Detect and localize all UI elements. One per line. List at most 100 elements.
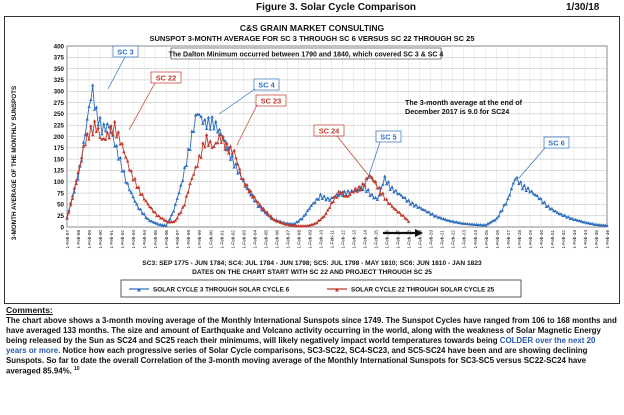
series-0-marker — [375, 197, 380, 202]
series-0-marker — [181, 179, 185, 183]
avg-callout-line1: The 3-month average at the end of — [405, 98, 523, 107]
y-tick-label: 275 — [54, 100, 65, 107]
x-tick-label: 1-Feb-16 — [385, 230, 390, 249]
series-0-marker — [417, 205, 422, 209]
series-1-marker — [331, 199, 336, 204]
series-1-marker — [361, 181, 365, 185]
series-1-marker — [241, 177, 246, 181]
arrow-sc4 — [218, 88, 256, 115]
series-1-marker — [111, 132, 115, 136]
series-0-marker — [495, 216, 499, 220]
x-tick-label: 1-Feb-17 — [396, 230, 401, 249]
series-1-marker — [359, 188, 363, 192]
series-1-marker — [199, 155, 203, 159]
series-0-marker — [169, 213, 174, 217]
y-tick-label: 0 — [61, 224, 65, 231]
series-0-marker — [340, 193, 345, 197]
series-0-marker — [366, 187, 370, 191]
series-0-marker — [234, 161, 238, 165]
series-0-marker — [570, 216, 574, 220]
series-1-marker — [392, 206, 396, 210]
series-1-marker — [280, 221, 284, 225]
x-tick-label: 1-Feb-29 — [528, 230, 533, 249]
series-0-marker — [451, 219, 455, 223]
y-tick-label: 25 — [57, 213, 64, 220]
arrow-sc22 — [128, 82, 156, 131]
legend-box — [120, 279, 522, 298]
series-1-marker — [76, 170, 80, 174]
x-tick-label: 1-Feb-22 — [451, 230, 456, 249]
x-tick-label: 1-Feb-30 — [539, 230, 544, 249]
x-tick-label: 1-Feb-06 — [274, 230, 279, 249]
series-0-marker — [309, 203, 313, 208]
comments-heading: Comments: — [6, 305, 53, 315]
series-0-marker — [203, 117, 207, 121]
x-tick-label: 1-Feb-94 — [142, 230, 147, 249]
series-0-marker — [296, 219, 301, 223]
series-1-marker — [204, 133, 209, 137]
x-axis-ticks: 1-Feb-87 1-Feb-88 1-Feb-89 1-Feb-90 1-Feb-91… — [65, 230, 610, 249]
series-0-marker — [116, 157, 121, 161]
series-1-marker — [197, 153, 201, 157]
series-1-marker — [232, 148, 236, 152]
label-box-sc4 — [253, 78, 280, 91]
series-1-marker — [329, 200, 334, 205]
series-1-marker — [338, 192, 343, 196]
series-1-marker — [259, 205, 264, 209]
series-0-marker — [430, 212, 435, 216]
series-1-marker — [107, 136, 111, 140]
series-0-marker — [518, 180, 523, 184]
series-1-marker — [147, 205, 152, 209]
series-0-marker — [541, 201, 545, 205]
series-0-marker — [103, 129, 108, 133]
series-0-marker — [364, 189, 369, 193]
series-1-marker — [195, 164, 200, 168]
x-tick-label: 1-Feb-97 — [175, 230, 180, 249]
series-1-marker — [373, 179, 378, 183]
series-0-marker — [384, 182, 389, 186]
series-1-marker — [252, 195, 257, 199]
series-1-marker — [406, 219, 411, 224]
series-1-marker — [254, 199, 258, 203]
x-tick-label: 1-Feb-92 — [120, 230, 125, 249]
series-1-marker — [133, 176, 137, 180]
series-0-marker — [206, 115, 211, 119]
series-1-marker — [327, 205, 332, 209]
series-1-marker — [322, 214, 326, 218]
label-box-sc24 — [313, 124, 345, 137]
series-1-marker — [181, 205, 185, 209]
x-tick-label: 1-Feb-90 — [98, 230, 103, 249]
x-tick-label: 1-Feb-95 — [153, 230, 158, 249]
x-tick-label: 1-Feb-18 — [407, 230, 412, 249]
figure-date: 1/30/18 — [566, 2, 600, 13]
x-tick-label: 1-Feb-25 — [484, 230, 489, 249]
y-tick-label: 225 — [54, 122, 65, 129]
series-1-marker — [256, 200, 260, 204]
series-0-marker — [443, 217, 448, 221]
series-0-marker — [542, 200, 547, 204]
series-1-marker — [129, 169, 133, 173]
series-1-marker — [340, 190, 345, 194]
label-sc23: SC 23 — [261, 97, 282, 106]
series-0-marker — [122, 169, 126, 173]
series-1-marker — [219, 140, 223, 144]
legend-marker-sc3-6: ▲ — [136, 287, 142, 294]
series-1-marker — [203, 145, 207, 149]
legend-label-sc3-6: SOLAR CYCLE 3 THROUGH SOLAR CYCLE 6 — [153, 287, 290, 294]
series-1-marker — [164, 219, 168, 223]
series-0-marker — [324, 198, 328, 202]
series-1-marker — [105, 130, 110, 134]
page-header: Figure 3. Solar Cycle Comparison 1/30/18 — [0, 2, 624, 16]
series-1-marker — [157, 214, 161, 218]
series-1-marker — [243, 184, 247, 188]
series-1-marker — [72, 186, 77, 190]
series-0-marker — [305, 208, 310, 212]
series-1-marker — [381, 191, 385, 195]
series-0-marker — [579, 219, 583, 223]
series-1-marker — [149, 206, 154, 210]
series-1-marker — [362, 184, 367, 188]
series-1-marker — [91, 133, 95, 137]
series-0-marker — [423, 208, 427, 212]
series-0-marker — [261, 208, 266, 212]
series-1-marker — [208, 139, 212, 143]
